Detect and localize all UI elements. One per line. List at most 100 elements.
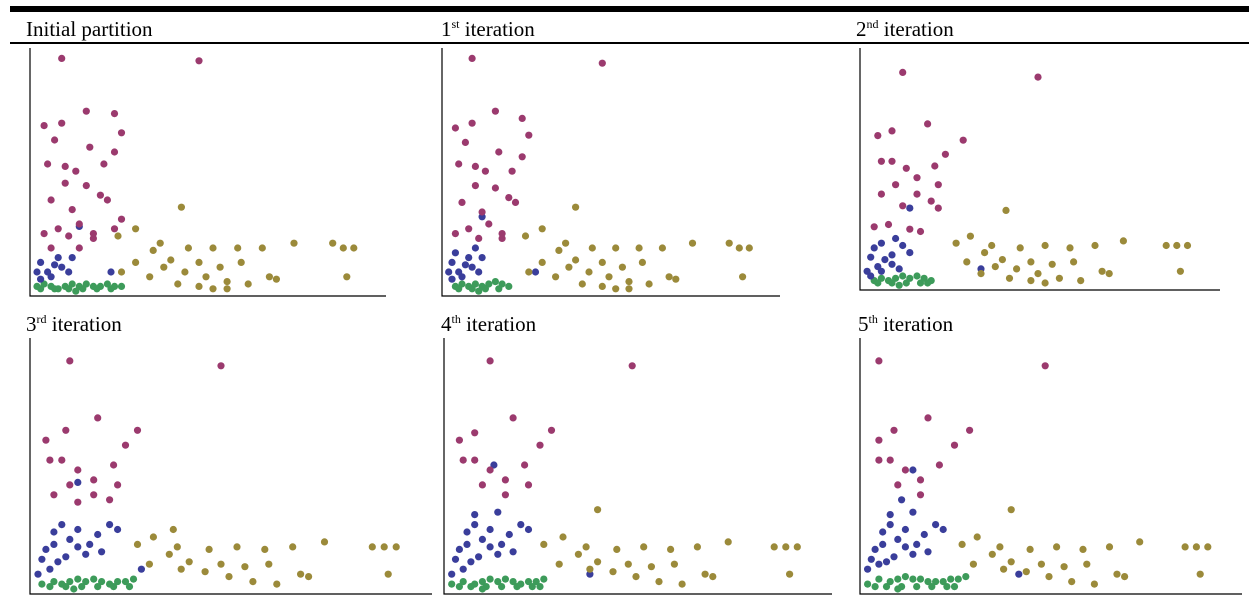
data-point: [125, 583, 134, 591]
data-point: [465, 225, 473, 233]
data-point: [1053, 543, 1061, 551]
data-point: [864, 580, 872, 588]
data-point: [562, 239, 570, 247]
data-point: [98, 548, 106, 556]
scatter-plot-iteration-2: [859, 48, 1220, 291]
data-point: [72, 287, 80, 295]
data-point: [875, 357, 883, 365]
data-point: [339, 244, 347, 252]
data-point: [40, 122, 48, 130]
data-point: [924, 414, 932, 422]
data-point: [181, 268, 189, 276]
data-point: [877, 190, 885, 198]
data-point: [508, 167, 516, 175]
data-point: [612, 244, 620, 252]
panel-label-4th: 4th iteration: [441, 312, 536, 336]
data-point: [50, 540, 58, 548]
data-point: [952, 239, 960, 247]
data-point: [578, 280, 586, 288]
data-point: [1041, 241, 1049, 250]
data-point: [74, 525, 82, 534]
data-point: [490, 461, 498, 469]
data-point: [273, 580, 281, 588]
data-point: [524, 525, 533, 534]
data-point: [531, 268, 540, 276]
data-point: [475, 234, 483, 242]
data-point: [471, 182, 479, 190]
data-point: [638, 258, 646, 266]
panel-label-1st: 1st iteration: [441, 17, 535, 41]
data-point: [724, 538, 732, 546]
data-point: [572, 256, 580, 264]
data-point: [46, 583, 54, 591]
data-point: [924, 120, 932, 128]
data-point: [1015, 570, 1023, 578]
data-point: [54, 558, 62, 566]
data-point: [47, 244, 55, 252]
data-point: [894, 585, 902, 593]
data-point: [343, 273, 351, 281]
data-point: [906, 204, 914, 212]
data-point: [935, 461, 943, 469]
data-point: [82, 107, 90, 115]
data-point: [74, 575, 82, 583]
data-point: [463, 528, 471, 536]
data-point: [38, 580, 46, 588]
data-point: [1121, 573, 1129, 581]
data-point: [886, 456, 894, 464]
data-point: [37, 285, 45, 293]
data-point: [46, 456, 54, 464]
data-point: [1196, 570, 1204, 578]
panel-label-2nd: 2nd iteration: [856, 17, 954, 41]
data-point: [521, 232, 530, 240]
data-point: [1176, 267, 1184, 275]
data-point: [241, 563, 249, 571]
data-point: [1105, 270, 1113, 278]
data-point: [494, 578, 502, 586]
data-point: [909, 466, 917, 474]
data-point: [455, 160, 463, 168]
data-point: [114, 525, 122, 534]
data-point: [475, 287, 483, 295]
data-point: [451, 230, 459, 238]
data-point: [973, 533, 981, 541]
data-point: [509, 578, 517, 586]
data-point: [79, 285, 87, 293]
data-point: [981, 249, 989, 257]
data-point: [528, 583, 536, 591]
data-point: [899, 68, 907, 76]
data-point: [505, 194, 513, 202]
data-point: [451, 555, 460, 563]
data-point: [892, 234, 900, 243]
data-point: [875, 575, 883, 583]
data-point: [486, 543, 494, 551]
data-point: [959, 136, 967, 144]
data-point: [1113, 570, 1121, 578]
data-point: [475, 268, 483, 276]
panel-label-rest: iteration: [459, 17, 535, 41]
data-point: [870, 244, 878, 252]
data-point: [894, 481, 902, 489]
plot-axes: [29, 48, 386, 297]
data-point: [552, 273, 560, 281]
data-point: [1060, 563, 1068, 571]
data-point: [42, 436, 50, 444]
data-point: [129, 575, 138, 583]
data-point: [1068, 578, 1076, 586]
data-point: [977, 270, 985, 278]
data-point: [943, 583, 951, 591]
data-point: [495, 148, 503, 156]
data-point: [459, 456, 467, 464]
data-point: [1022, 568, 1030, 576]
data-point: [223, 285, 231, 293]
data-point: [969, 560, 977, 568]
data-point: [106, 521, 114, 529]
data-point: [770, 543, 778, 551]
data-point: [1083, 560, 1091, 568]
data-point: [107, 268, 115, 276]
green-cluster: [451, 278, 513, 295]
data-point: [177, 565, 185, 573]
data-point: [538, 258, 546, 266]
data-point: [901, 573, 909, 581]
data-point: [201, 568, 209, 576]
